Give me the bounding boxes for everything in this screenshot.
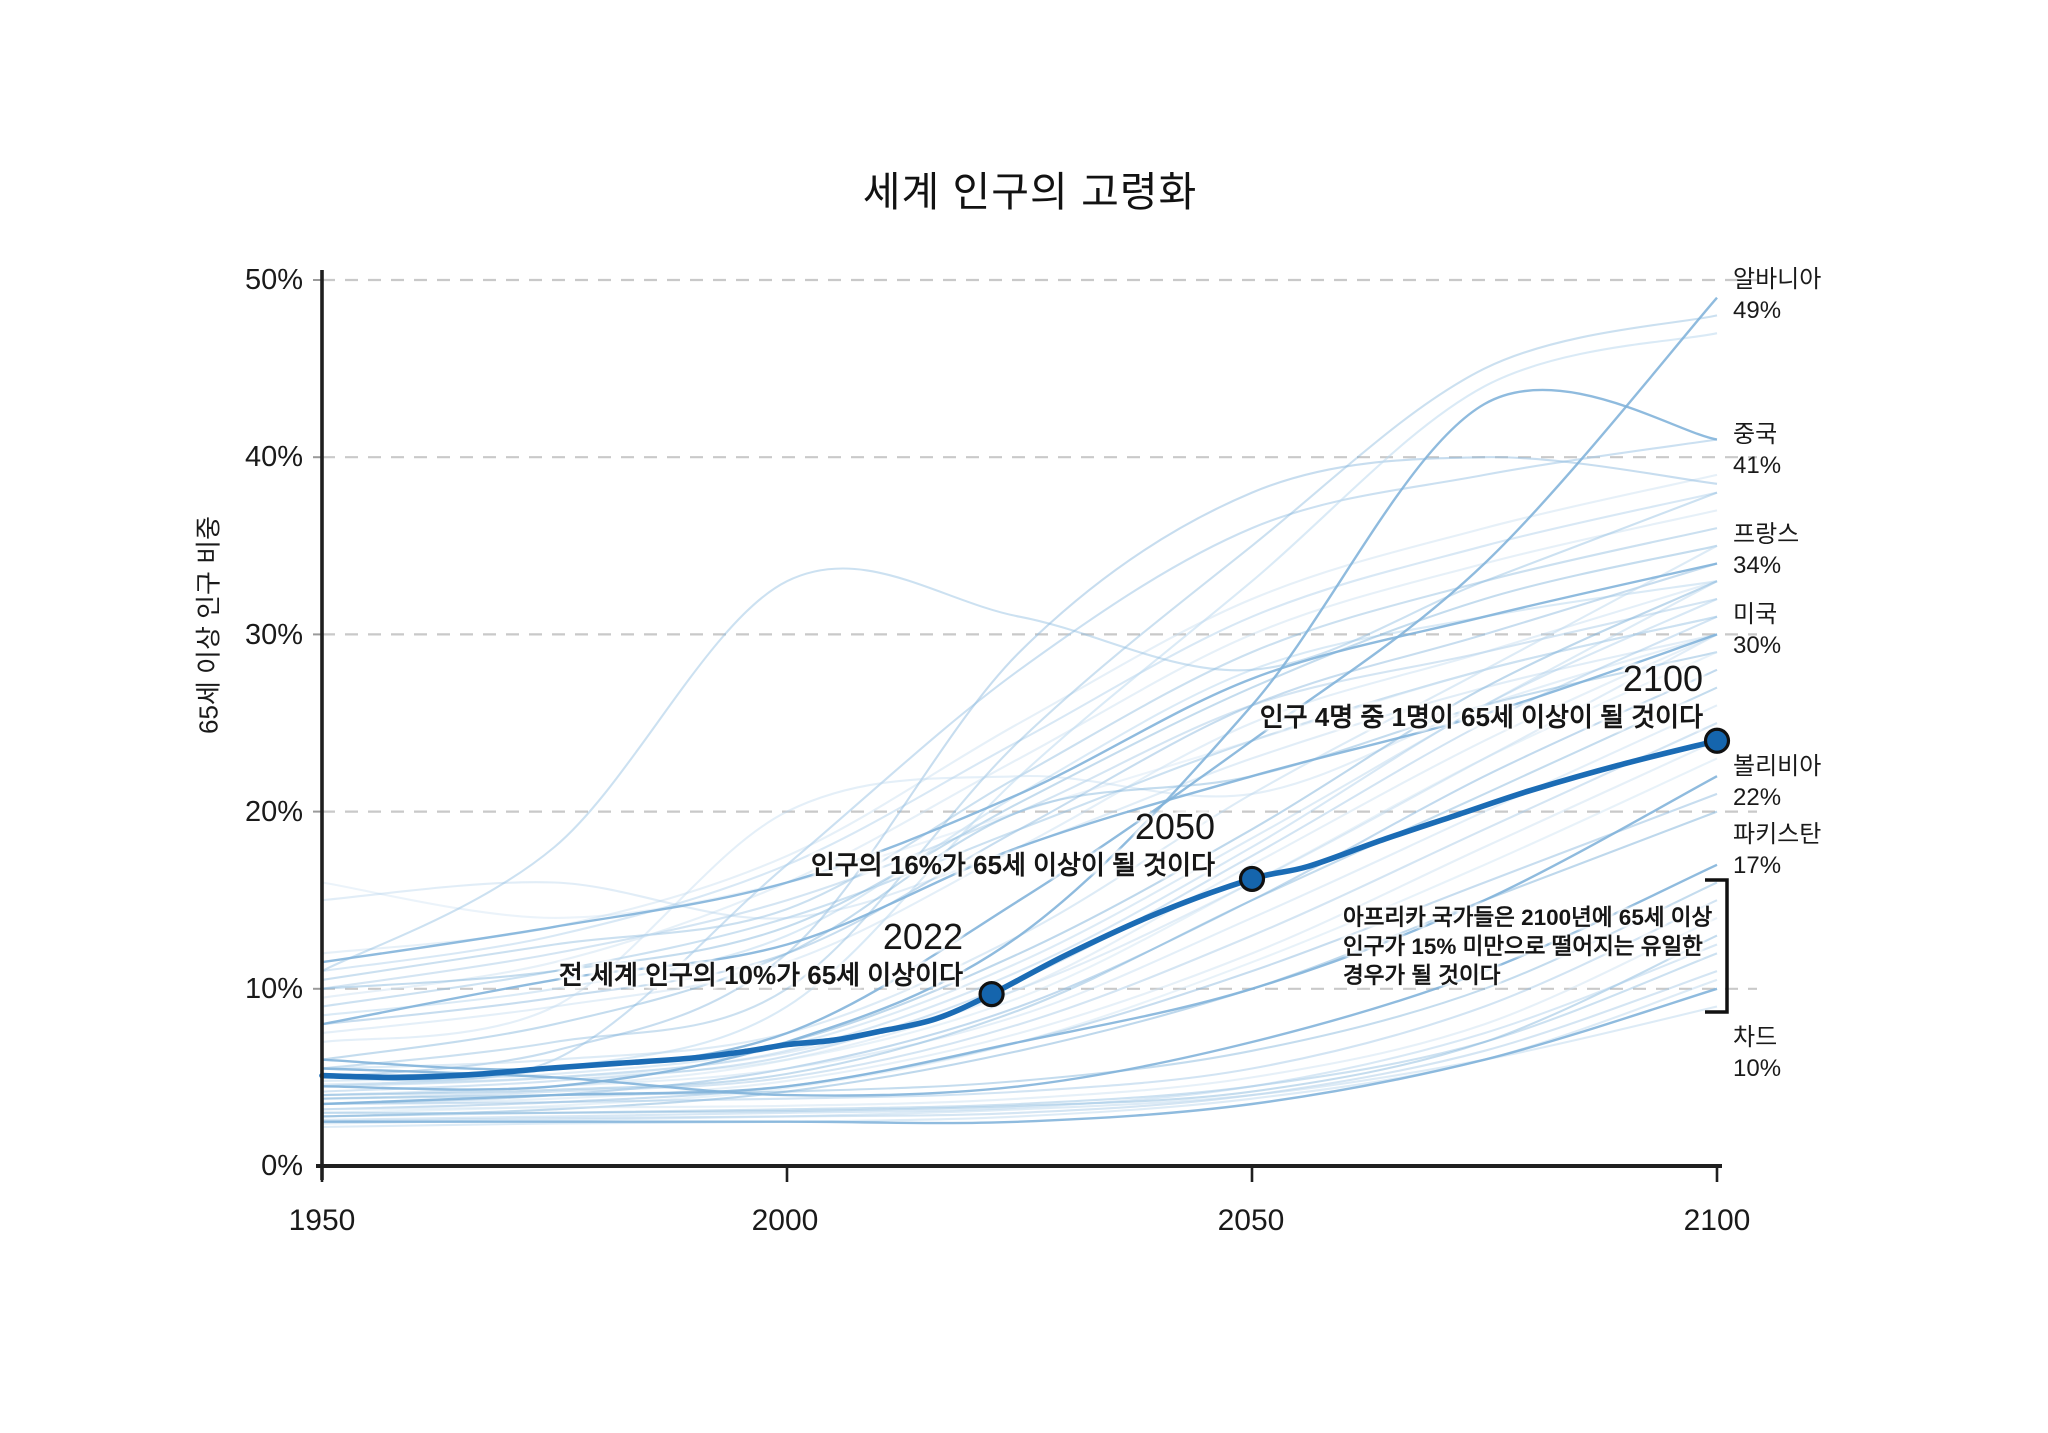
country-label-bolivia-name: 볼리비아 — [1733, 753, 1822, 780]
country-label-chad: 차드 10% — [1733, 1022, 1781, 1084]
country-label-albania: 알바니아 49% — [1733, 264, 1821, 326]
x-tick-2100: 2100 — [1683, 1204, 1751, 1237]
africa-annotation-line3: 경우가 될 것이다 — [1343, 963, 1501, 988]
annotation-2050-year: 2050 — [1134, 806, 1215, 847]
world-line — [319, 737, 1720, 1081]
background-line — [322, 491, 1718, 973]
background-line — [322, 562, 1718, 1026]
africa-annotation-line1: 아프리카 국가들은 2100년에 65세 이상 — [1343, 905, 1713, 930]
country-label-china-name: 중국 — [1733, 421, 1778, 448]
background-line — [322, 686, 1718, 1097]
country-line — [322, 633, 1718, 1026]
africa-annotation: 아프리카 국가들은 2100년에 65세 이상 인구가 15% 미만으로 떨어지… — [1343, 903, 1712, 990]
africa-annotation-line2: 인구가 15% 미만으로 떨어지는 유일한 — [1343, 934, 1703, 959]
country-label-albania-name: 알바니아 — [1733, 266, 1822, 293]
y-tick-20: 20% — [244, 796, 303, 828]
country-line — [322, 863, 1718, 1097]
country-label-china-value: 41% — [1733, 452, 1782, 479]
background-line — [322, 722, 1718, 1100]
background-line — [322, 651, 1718, 1061]
country-label-bolivia: 볼리비아 22% — [1733, 751, 1821, 813]
country-label-pakistan-value: 17% — [1733, 852, 1782, 879]
africa-bracket — [1705, 878, 1729, 1014]
annotation-2100-year: 2100 — [1622, 658, 1703, 699]
annotation-2100: 2100 인구 4명 중 1명이 65세 이상이 될 것이다 — [1260, 658, 1703, 734]
country-label-france-value: 34% — [1733, 552, 1782, 579]
background-line — [322, 544, 1718, 990]
country-label-bolivia-value: 22% — [1733, 784, 1782, 811]
country-label-france-name: 프랑스 — [1733, 521, 1800, 548]
y-tick-30: 30% — [244, 619, 303, 651]
country-label-china: 중국 41% — [1733, 419, 1781, 481]
country-label-albania-value: 49% — [1733, 297, 1782, 324]
x-tick-1950: 1950 — [288, 1204, 356, 1237]
background-line — [322, 314, 1718, 1070]
background-line — [322, 633, 1718, 1044]
country-line — [322, 562, 1718, 964]
world-marker-2050 — [1238, 865, 1266, 893]
annotation-2050: 2050 인구의 16%가 65세 이상이 될 것이다 — [811, 806, 1215, 882]
annotation-2050-text: 인구의 16%가 65세 이상이 될 것이다 — [810, 850, 1215, 880]
background-line — [322, 970, 1718, 1123]
y-tick-40: 40% — [244, 441, 303, 473]
annotation-2100-text: 인구 4명 중 1명이 65세 이상이 될 것이다 — [1259, 702, 1703, 732]
annotation-2022-text: 전 세계 인구의 10%가 65세 이상이다 — [558, 960, 963, 990]
background-line — [322, 952, 1718, 1115]
page-title: 세계 인구의 고령화 — [862, 169, 1198, 215]
country-label-usa-value: 30% — [1733, 632, 1782, 659]
country-line — [322, 775, 1718, 1106]
background-line — [322, 934, 1718, 1118]
x-tick-2000: 2000 — [751, 1204, 819, 1237]
country-label-pakistan-name: 파키스탄 — [1733, 821, 1822, 848]
background-line — [322, 580, 1718, 1082]
background-line — [322, 668, 1718, 1106]
annotation-2022: 2022 전 세계 인구의 10%가 65세 이상이다 — [559, 916, 963, 992]
country-label-france: 프랑스 34% — [1733, 519, 1799, 581]
annotation-2022-year: 2022 — [882, 916, 963, 957]
y-tick-0: 0% — [261, 1150, 303, 1182]
world-marker-2022 — [978, 981, 1005, 1008]
country-line — [322, 388, 1718, 1091]
y-tick-50: 50% — [244, 264, 303, 296]
country-label-pakistan: 파키스탄 17% — [1733, 819, 1821, 881]
world-marker-2100 — [1703, 727, 1731, 754]
background-line — [322, 943, 1718, 1121]
background-line — [322, 739, 1718, 1106]
country-line — [322, 987, 1718, 1125]
background-line — [322, 456, 1718, 1079]
country-label-chad-value: 10% — [1733, 1055, 1782, 1082]
y-tick-10: 10% — [244, 973, 303, 1005]
labeled-country-lines — [322, 296, 1718, 1125]
background-line — [322, 916, 1718, 1111]
x-tick-2050: 2050 — [1217, 1204, 1285, 1237]
background-line — [322, 597, 1718, 990]
background-line — [322, 491, 1718, 973]
country-label-chad-name: 차드 — [1733, 1024, 1778, 1051]
country-label-usa: 미국 30% — [1733, 599, 1781, 661]
country-label-usa-name: 미국 — [1733, 601, 1778, 628]
background-line — [322, 899, 1718, 1106]
